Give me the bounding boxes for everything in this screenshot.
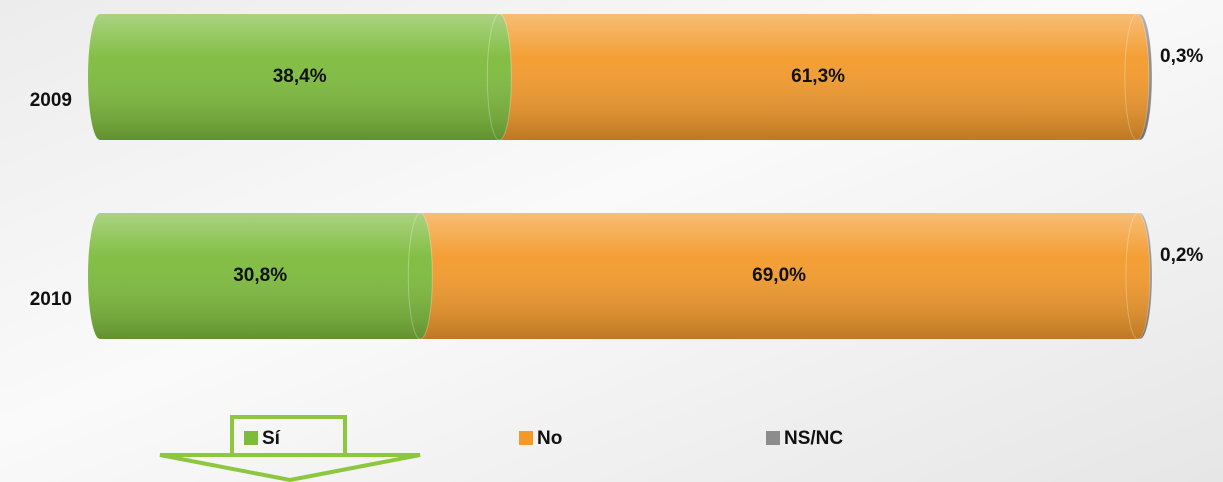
cap-shade (1124, 14, 1149, 140)
bar-shade (420, 213, 1138, 339)
value-label: 61,3% (791, 66, 845, 87)
cap-shade (487, 14, 512, 140)
value-label: 0,2% (1160, 245, 1203, 266)
y-tick-label: 2010 (30, 289, 72, 310)
legend-swatch (244, 431, 258, 445)
y-tick-label: 2009 (30, 90, 72, 111)
value-label: 38,4% (273, 66, 327, 87)
value-label: 0,3% (1160, 46, 1203, 67)
legend-label: No (537, 428, 562, 449)
cap-shade (1125, 213, 1150, 339)
legend-label: Sí (262, 428, 281, 449)
cap-shade (408, 213, 433, 339)
legend-swatch (766, 431, 780, 445)
bar-shade (499, 14, 1137, 140)
value-label: 69,0% (752, 265, 806, 286)
value-label: 30,8% (233, 265, 287, 286)
legend-arrow (159, 415, 421, 482)
legend-swatch (519, 431, 533, 445)
bar-shade (100, 213, 421, 339)
bar-shade (100, 14, 500, 140)
legend-label: NS/NC (784, 428, 843, 449)
